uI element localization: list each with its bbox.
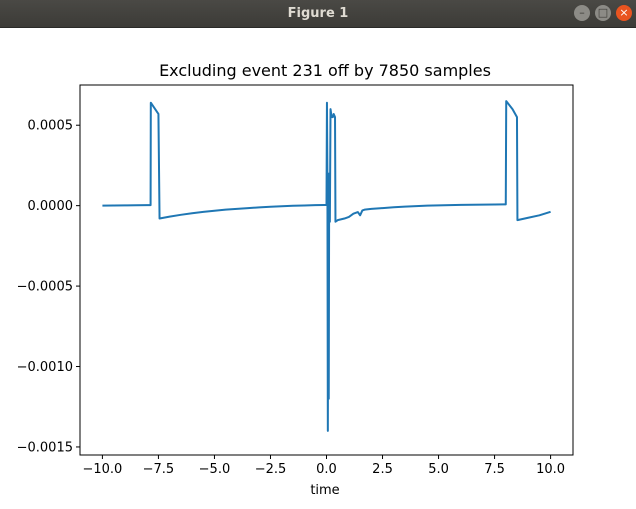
y-tick-label: −0.0010	[17, 360, 73, 375]
x-tick-label: −2.5	[255, 462, 287, 477]
minimize-button[interactable]: –	[574, 5, 590, 21]
chart-title: Excluding event 231 off by 7850 samples	[159, 61, 491, 80]
x-tick-label: −10.0	[82, 462, 122, 477]
figure-canvas: Excluding event 231 off by 7850 samples …	[0, 28, 636, 505]
y-tick-label: 0.0000	[28, 199, 74, 214]
x-axis-label: time	[310, 483, 339, 498]
maximize-button[interactable]: □	[595, 5, 611, 21]
window-title: Figure 1	[287, 6, 349, 21]
x-tick-label: 5.0	[428, 462, 449, 477]
window-titlebar: Figure 1 – □ ×	[0, 0, 636, 28]
close-icon: ×	[619, 6, 629, 19]
close-button[interactable]: ×	[616, 5, 632, 21]
x-tick-label: 2.5	[372, 462, 393, 477]
maximize-icon: □	[597, 6, 609, 19]
minimize-icon: –	[579, 6, 585, 19]
x-tick-label: 10.0	[536, 462, 565, 477]
line-chart: Excluding event 231 off by 7850 samples …	[17, 61, 574, 498]
series-line-1	[102, 100, 551, 432]
x-tick-label: 7.5	[484, 462, 505, 477]
x-tick-label: −7.5	[143, 462, 175, 477]
x-tick-label: 0.0	[316, 462, 337, 477]
y-tick-label: 0.0005	[28, 119, 74, 134]
y-tick-label: −0.0005	[17, 280, 73, 295]
y-tick-label: −0.0015	[17, 440, 73, 455]
x-tick-label: −5.0	[199, 462, 231, 477]
